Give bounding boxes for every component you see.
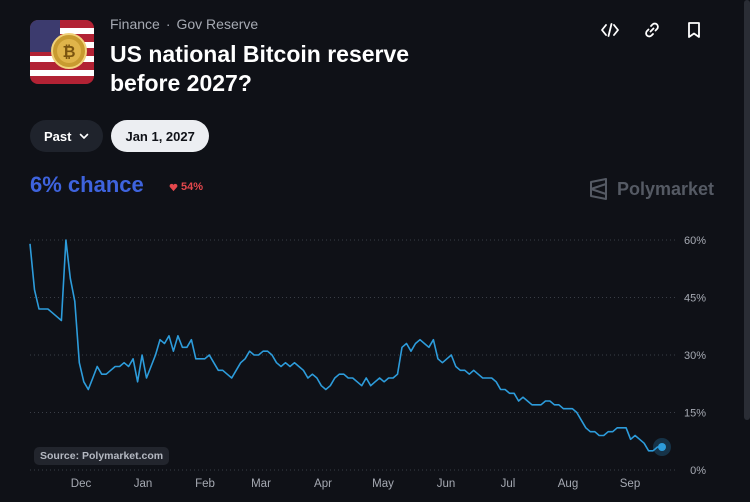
x-tick-label: Jun (437, 478, 456, 490)
y-tick-label: 15% (684, 408, 706, 420)
chance-value: 6% chance (30, 172, 144, 197)
polymarket-brand: Polymarket (589, 178, 714, 200)
series-line (29, 239, 662, 452)
y-tick-label: 45% (684, 293, 706, 305)
date-option[interactable]: Jan 1, 2027 (111, 120, 209, 152)
x-tick-label: Apr (314, 478, 332, 490)
y-tick-label: 0% (690, 465, 706, 477)
breadcrumb-separator: · (165, 16, 171, 32)
x-tick-label: Jan (134, 478, 153, 490)
current-point (658, 443, 666, 451)
x-tick-label: Dec (71, 478, 92, 490)
subcategory-link[interactable]: Gov Reserve (176, 16, 259, 32)
time-filters: Past Jan 1, 2027 (30, 120, 209, 152)
x-tick-label: Sep (620, 478, 640, 490)
price-chart[interactable]: 60% 45% 30% 15% 0% Dec Jan Feb Mar Apr May Jun Jul A… (0, 228, 720, 498)
x-tick-label: Aug (558, 478, 578, 490)
heart-down-icon (169, 183, 178, 191)
bookmark-button[interactable] (684, 20, 704, 40)
scrollbar[interactable] (744, 0, 750, 420)
bookmark-icon (688, 22, 700, 38)
brand-name: Polymarket (616, 178, 714, 199)
x-tick-label: Mar (251, 478, 271, 490)
past-dropdown[interactable]: Past (30, 120, 104, 152)
y-axis: 60% 45% 30% 15% 0% (684, 235, 706, 477)
change-value: 54% (181, 181, 204, 193)
link-icon (645, 22, 659, 38)
polymarket-logo-icon (589, 178, 607, 200)
embed-button[interactable] (600, 20, 620, 40)
x-tick-label: Feb (195, 478, 215, 490)
action-bar (600, 20, 704, 40)
y-tick-label: 30% (684, 350, 706, 362)
code-icon (601, 23, 619, 37)
x-tick-label: May (372, 478, 394, 490)
change-indicator: 54% (169, 181, 203, 193)
chart-grid (30, 239, 676, 471)
source-label: Source: Polymarket.com (34, 447, 170, 465)
x-tick-label: Jul (501, 478, 516, 490)
past-label: Past (44, 128, 72, 144)
market-title: US national Bitcoin reserve before 2027? (110, 41, 410, 96)
y-tick-label: 60% (684, 235, 706, 247)
copy-link-button[interactable] (642, 20, 662, 40)
breadcrumb: Finance · Gov Reserve (110, 16, 258, 32)
date-label: Jan 1, 2027 (125, 128, 195, 144)
market-thumbnail: ₿ (30, 20, 94, 84)
chevron-down-icon (80, 133, 89, 139)
bitcoin-flag-thumbnail: ₿ (30, 20, 94, 84)
category-link[interactable]: Finance (110, 16, 160, 32)
x-axis: Dec Jan Feb Mar Apr May Jun Jul Aug Sep (71, 478, 640, 490)
svg-text:₿: ₿ (62, 42, 75, 61)
